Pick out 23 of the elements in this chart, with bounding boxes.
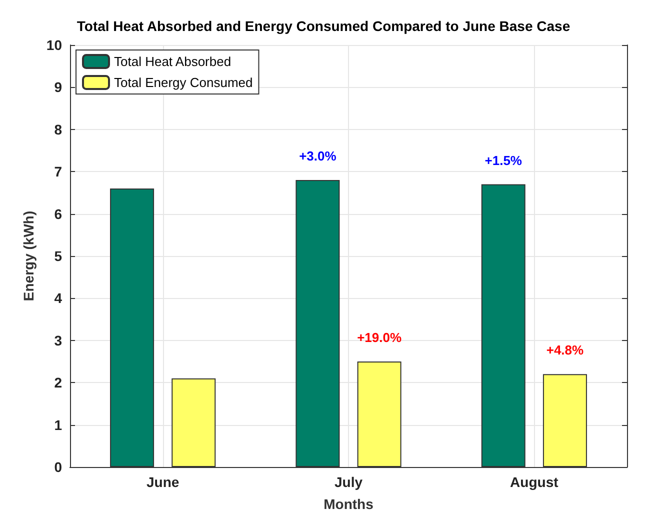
y-tick-label: 1 <box>54 416 62 433</box>
y-tick-label: 3 <box>54 332 62 348</box>
y-tick-label: 5 <box>54 248 62 264</box>
y-tick-label: 6 <box>54 206 62 222</box>
legend-label: Total Energy Consumed <box>114 75 253 90</box>
y-tick-label: 8 <box>54 121 62 138</box>
chart-title: Total Heat Absorbed and Energy Consumed Compared to June Base Case <box>76 18 570 34</box>
x-tick-label: August <box>510 474 559 490</box>
y-tick-label: 9 <box>54 79 62 96</box>
annotation: +3.0% <box>299 148 337 164</box>
legend-label: Total Heat Absorbed <box>114 54 232 69</box>
x-tick-label: June <box>146 474 180 490</box>
y-tick-label: 0 <box>54 459 62 475</box>
annotation: +19.0% <box>357 330 402 345</box>
y-tick-label: 4 <box>54 290 62 306</box>
annotation: +1.5% <box>484 152 522 168</box>
y-tick-label: 7 <box>54 164 62 180</box>
y-tick-label: 10 <box>46 37 62 53</box>
y-axis-title: Energy (kWh) <box>20 210 37 302</box>
x-tick-label: July <box>334 474 363 490</box>
annotation: +4.8% <box>546 342 584 358</box>
y-tick-label: 2 <box>54 374 62 391</box>
x-axis-title: Months <box>324 496 374 512</box>
